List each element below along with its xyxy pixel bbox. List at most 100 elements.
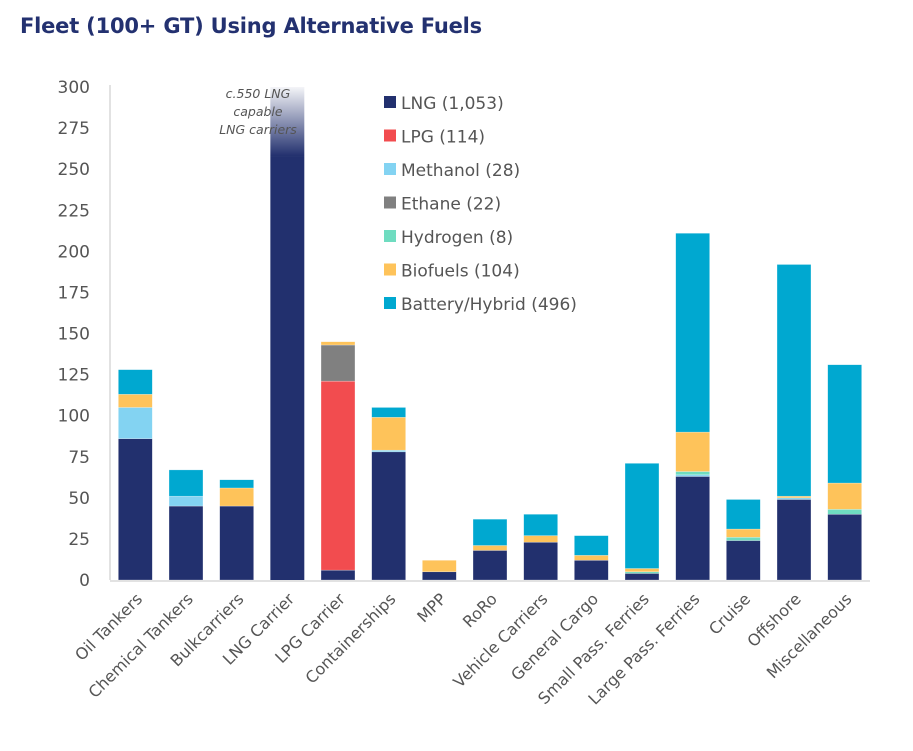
x-tick-label: RoRo (459, 589, 501, 631)
bar-stack (371, 407, 406, 581)
bar-segment-biofuels (371, 417, 406, 451)
x-tick-label: MPP (413, 589, 450, 626)
legend-item: Methanol (28) (384, 161, 520, 181)
legend-item: Battery/Hybrid (496) (384, 295, 577, 315)
bar-segment-lng (523, 541, 558, 581)
bar-segment-battery-hybrid (168, 469, 204, 497)
legend-label: Hydrogen (8) (401, 228, 513, 248)
chart-title: Fleet (100+ GT) Using Alternative Fuels (20, 14, 482, 38)
bar-segment-hydrogen (827, 509, 862, 515)
bar-segment-lng (624, 573, 660, 581)
bar-segment-lng (472, 550, 508, 581)
bar-segment-hydrogen (726, 537, 761, 541)
bar-segment-battery-hybrid (827, 364, 862, 484)
bar-segment-battery-hybrid (776, 264, 812, 497)
bar-segment-lng (422, 571, 457, 581)
bar-segment-biofuels (523, 535, 558, 543)
legend-label: LNG (1,053) (401, 94, 504, 114)
legend-item: Ethane (22) (384, 195, 501, 215)
legend-swatch (384, 263, 396, 276)
legend-swatch (384, 297, 396, 309)
legend-label: Battery/Hybrid (496) (401, 295, 577, 315)
bar-segment-battery-hybrid (118, 369, 153, 395)
y-tick-label: 25 (68, 530, 90, 550)
bar-segment-biofuels (320, 341, 356, 346)
bar-stack (320, 341, 356, 581)
y-tick-label: 75 (68, 448, 90, 468)
bar-stack (675, 233, 710, 581)
bar-segment-biofuels (118, 394, 153, 408)
y-axis: 0 25 50 75 100 125 150 175 200 225 250 275 300 (58, 78, 111, 591)
bar-stack (168, 469, 204, 581)
bar-segment-lng (118, 438, 153, 581)
legend-label: Methanol (28) (401, 161, 520, 181)
annotation-text: c.550 LNG (226, 86, 291, 101)
bar-stack (776, 264, 812, 581)
bar-stack (624, 463, 660, 581)
bar-stack (574, 535, 609, 581)
legend-item: Biofuels (104) (384, 262, 520, 282)
bar-segment-biofuels (422, 560, 457, 573)
y-tick-label: 50 (68, 489, 90, 509)
bar-segment-battery-hybrid (472, 518, 508, 546)
bar-segment-biofuels (219, 487, 254, 507)
legend-label: LPG (114) (401, 128, 485, 148)
bar-segment-biofuels (624, 568, 660, 573)
legend-swatch (384, 230, 396, 242)
bar-segment-lng (168, 505, 204, 581)
bar-segment-lng (574, 560, 609, 581)
y-tick-label: 250 (58, 160, 90, 180)
bar-segment-battery-hybrid (523, 514, 558, 536)
bar-segment-hydrogen (675, 471, 710, 476)
bar-stack (118, 369, 153, 581)
bar-stack (827, 364, 862, 581)
bar-stack (422, 560, 457, 581)
legend-swatch (384, 196, 396, 209)
legend-item: LNG (1,053) (384, 94, 504, 114)
legend-swatch (384, 129, 396, 142)
bar-segment-ethane (320, 344, 356, 382)
y-tick-label: 100 (58, 407, 90, 427)
legend: LNG (1,053) LPG (114) Methanol (28) Ethane … (384, 94, 577, 315)
bar-segment-battery-hybrid (371, 407, 406, 418)
legend-label: Ethane (22) (401, 195, 501, 215)
bar-segment-lng (675, 476, 710, 581)
bar-segment-battery-hybrid (675, 233, 710, 433)
legend-item: LPG (114) (384, 128, 485, 148)
bar-stack (726, 499, 761, 581)
bar-segment-battery-hybrid (574, 535, 609, 556)
x-tick-label: Cruise (705, 589, 754, 638)
bar-segment-lng (219, 505, 254, 581)
bars-layer (118, 87, 862, 581)
bar-segment-lng (270, 156, 305, 580)
x-tick-label: Containerships (301, 589, 399, 687)
bar-segment-biofuels (675, 431, 710, 472)
annotation-text: LNG carriers (219, 122, 297, 137)
bar-segment-lng (320, 569, 356, 581)
bar-stack (270, 87, 305, 580)
y-tick-label: 175 (58, 283, 90, 303)
annotation: c.550 LNG capable LNG carriers (219, 86, 297, 137)
bar-segment-methanol (118, 407, 153, 439)
bar-segment-battery-hybrid (726, 499, 761, 530)
legend-label: Biofuels (104) (401, 262, 520, 282)
bar-segment-lng (371, 451, 406, 581)
legend-item: Hydrogen (8) (384, 228, 513, 248)
bar-segment-biofuels (472, 545, 508, 551)
y-tick-label: 300 (58, 78, 90, 98)
bar-stack (472, 518, 508, 581)
annotation-text: capable (233, 104, 283, 119)
y-tick-label: 0 (79, 571, 90, 591)
bar-stack (523, 514, 558, 581)
y-tick-label: 125 (58, 366, 90, 386)
bar-segment-methanol (168, 495, 204, 507)
y-tick-label: 225 (58, 201, 90, 221)
legend-swatch (384, 96, 396, 108)
y-tick-label: 150 (58, 325, 90, 345)
y-tick-label: 275 (58, 119, 90, 139)
bar-segment-battery-hybrid (219, 479, 254, 489)
bar-segment-lpg (320, 380, 356, 571)
bar-segment-biofuels (827, 482, 862, 510)
x-tick-label: Vehicle Carriers (449, 589, 551, 691)
